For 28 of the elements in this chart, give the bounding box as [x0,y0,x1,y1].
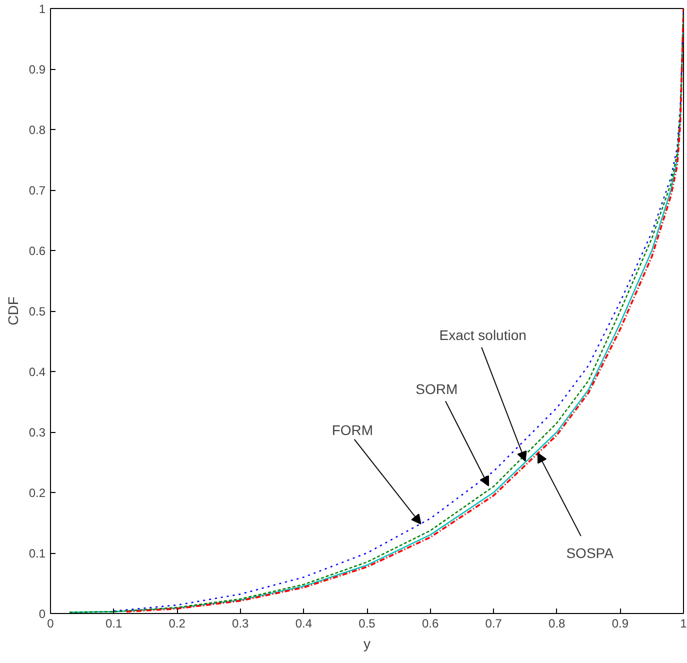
x-tick-label: 0.7 [485,616,502,630]
x-tick-label: 0.9 [612,616,629,630]
annotation: FORM [332,422,374,438]
x-tick-label: 0.1 [105,616,122,630]
annotation: Exact solution [439,327,526,344]
y-tick-label: 0.3 [28,426,46,440]
x-tick-label: 0.5 [358,616,376,630]
y-tick-label: 0.7 [28,184,46,198]
x-tick-label: 1 [680,616,687,630]
y-tick-label: 0.4 [28,365,46,379]
x-tick-label: 0.3 [232,616,250,630]
y-tick-label: 0.6 [28,244,46,258]
x-tick-label: 0 [47,616,54,630]
x-tick-label: 0.6 [422,616,439,630]
y-tick-label: 0.2 [28,486,46,500]
annotation: SORM [416,381,458,398]
x-tick-label: 0.2 [168,616,186,630]
y-tick-label: 1 [38,2,46,16]
y-tick-label: 0 [38,607,46,621]
y-tick-label: 0.1 [28,546,46,560]
x-tick-label: 0.4 [295,616,312,630]
y-tick-label: 0.5 [28,304,46,318]
y-tick-label: 0.9 [28,62,46,76]
x-tick-label: 0.8 [548,616,566,630]
y-axis-title: CDF [4,296,21,326]
y-tick-label: 0.8 [28,123,46,137]
annotation: SOSPA [566,545,614,561]
x-axis-title: y [364,636,370,652]
